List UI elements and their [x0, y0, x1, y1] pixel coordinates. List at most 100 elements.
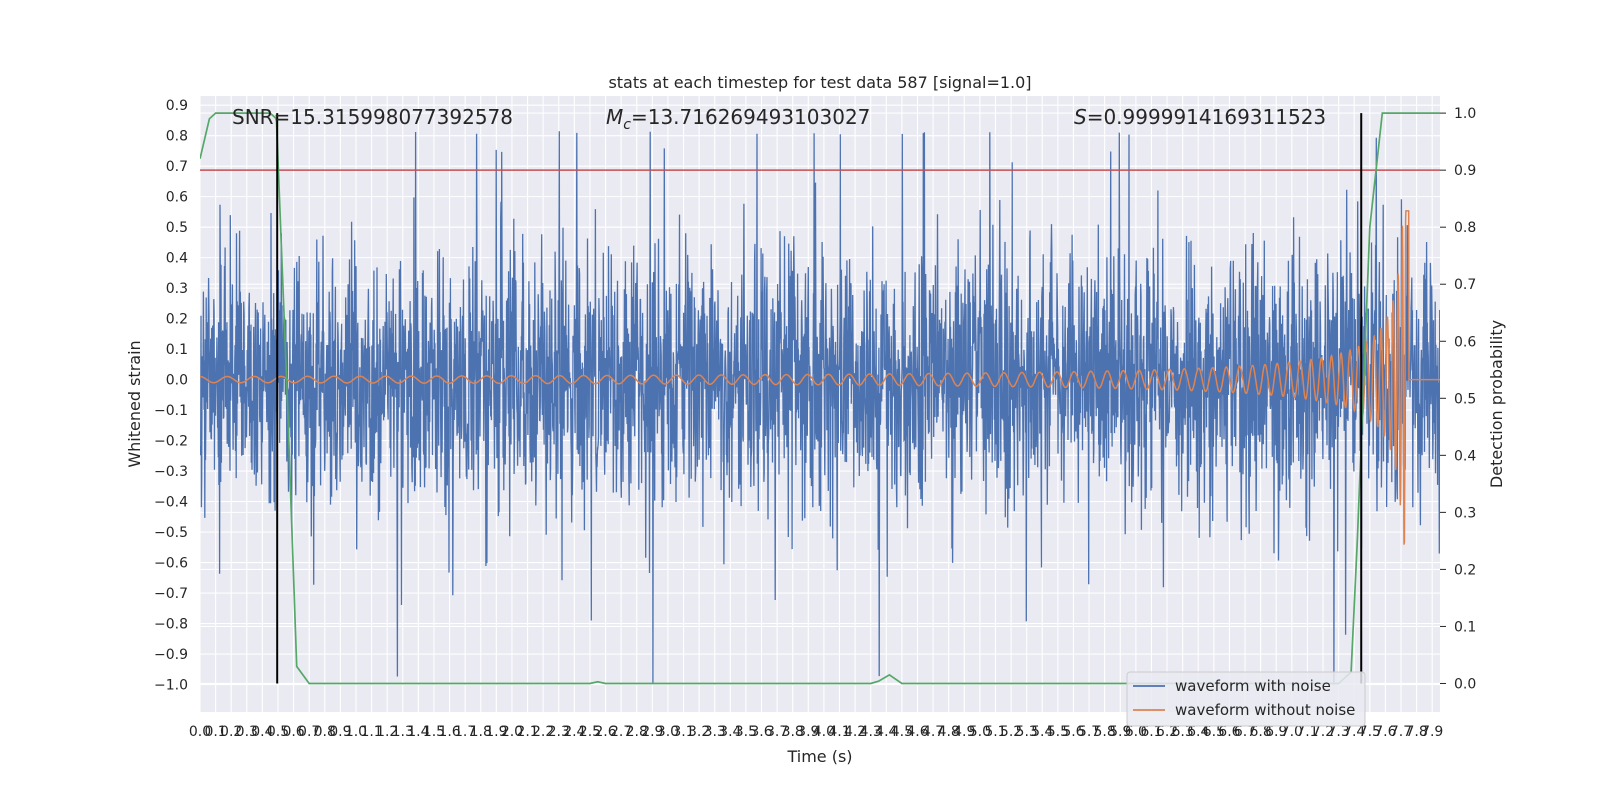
x-tick-label: 2.9: [641, 724, 663, 740]
y2-tick-label: 0.4: [1454, 448, 1476, 464]
detection-probability-line: [200, 112, 1440, 685]
x-tick-label: 7.4: [1343, 724, 1365, 740]
x-tick-label: 5.3: [1016, 724, 1038, 740]
y2-tick-label: 0.2: [1454, 562, 1476, 578]
y-tick-label: 0.8: [166, 129, 188, 145]
x-tick-label: 2.8: [626, 724, 648, 740]
y2-tick-label: 0.6: [1454, 334, 1476, 350]
x-tick-label: 5.5: [1047, 724, 1069, 740]
y2-tick-label: 0.9: [1454, 163, 1476, 179]
x-tick-label: 1.6: [438, 724, 460, 740]
x-tick-label: 6.8: [1249, 724, 1271, 740]
x-tick-label: 4.3: [860, 724, 882, 740]
x-tick-label: 4.6: [906, 724, 928, 740]
x-tick-label: 3.4: [719, 724, 741, 740]
x-tick-label: 5.0: [969, 724, 991, 740]
x-tick-label: 5.1: [984, 724, 1006, 740]
x-tick-label: 3.1: [672, 724, 694, 740]
x-tick-label: 2.1: [516, 724, 538, 740]
y-tick-label: 0.9: [166, 98, 188, 114]
x-tick-label: 6.2: [1156, 724, 1178, 740]
y-tick-label: 0.0: [166, 373, 188, 389]
y-tick-label: 0.6: [166, 190, 188, 206]
y-tick-label: −0.5: [154, 525, 188, 541]
x-tick-label: 2.4: [563, 724, 585, 740]
x-tick-label: 5.6: [1062, 724, 1084, 740]
x-tick-label: 3.2: [688, 724, 710, 740]
chirp-mass-annotation: Mc=13.716269493103027: [606, 105, 870, 133]
y2-tick-label: 0.5: [1454, 391, 1476, 407]
y-tick-label: 0.2: [166, 312, 188, 328]
x-tick-label: 4.0: [813, 724, 835, 740]
x-tick-label: 0.9: [329, 724, 351, 740]
x-tick-label: 0.0: [189, 724, 211, 740]
x-tick-label: 3.0: [657, 724, 679, 740]
x-tick-label: 5.7: [1078, 724, 1100, 740]
y-tick-label: 0.1: [166, 342, 188, 358]
x-tick-label: 6.3: [1172, 724, 1194, 740]
x-tick-label: 0.1: [204, 724, 226, 740]
x-tick-label: 3.9: [797, 724, 819, 740]
y2-tick-label: 0.7: [1454, 277, 1476, 293]
y-axis-label: Whitened strain: [125, 340, 144, 467]
x-tick-label: 4.1: [828, 724, 850, 740]
x-tick-label: 4.8: [938, 724, 960, 740]
x-tick-label: 6.6: [1218, 724, 1240, 740]
x-tick-label: 5.9: [1109, 724, 1131, 740]
x-tick-label: 6.1: [1140, 724, 1162, 740]
y-tick-label: 0.5: [166, 220, 188, 236]
x-tick-label: 0.7: [298, 724, 320, 740]
x-tick-label: 1.4: [407, 724, 429, 740]
x-tick-label: 4.9: [953, 724, 975, 740]
y-tick-label: 0.7: [166, 159, 188, 175]
x-tick-label: 2.6: [594, 724, 616, 740]
waveform-with-noise-line: [200, 131, 1440, 685]
x-tick-label: 7.7: [1390, 724, 1412, 740]
x-tick-label: 2.5: [579, 724, 601, 740]
y2-tick-label: 0.0: [1454, 676, 1476, 692]
x-tick-label: 6.9: [1265, 724, 1287, 740]
detection-markers: [276, 113, 1363, 684]
y-tick-label: −1.0: [154, 678, 188, 694]
x-tick-label: 1.2: [376, 724, 398, 740]
x-tick-label: 7.6: [1374, 724, 1396, 740]
x-tick-label: 0.2: [220, 724, 242, 740]
x-tick-label: 2.3: [548, 724, 570, 740]
x-tick-label: 6.5: [1203, 724, 1225, 740]
legend-label-noise: waveform with noise: [1175, 677, 1331, 695]
x-tick-label: 1.9: [485, 724, 507, 740]
x-tick-label: 0.6: [282, 724, 304, 740]
x-tick-label: 0.5: [267, 724, 289, 740]
significance-annotation: S=0.9999914169311523: [1074, 105, 1326, 129]
x-tick-label: 4.7: [922, 724, 944, 740]
x-tick-label: 4.2: [844, 724, 866, 740]
x-tick-label: 5.8: [1094, 724, 1116, 740]
y-tick-label: −0.4: [154, 495, 188, 511]
legend-box: [1126, 671, 1366, 727]
x-tick-label: 1.5: [423, 724, 445, 740]
x-tick-label: 3.6: [750, 724, 772, 740]
y-tick-label: 0.3: [166, 281, 188, 297]
x-tick-label: 2.7: [610, 724, 632, 740]
chart-title: stats at each timestep for test data 587…: [608, 73, 1031, 92]
x-tick-label: 6.4: [1187, 724, 1209, 740]
x-tick-label: 7.5: [1359, 724, 1381, 740]
x-tick-label: 1.3: [392, 724, 414, 740]
x-tick-label: 5.2: [1000, 724, 1022, 740]
legend: waveform with noise waveform without noi…: [1126, 671, 1366, 727]
x-tick-label: 6.7: [1234, 724, 1256, 740]
x-tick-label: 6.0: [1125, 724, 1147, 740]
x-tick-label: 3.3: [704, 724, 726, 740]
x-tick-label: 3.5: [735, 724, 757, 740]
x-tick-label: 7.8: [1405, 724, 1427, 740]
y-tick-label: −0.6: [154, 556, 188, 572]
waveform-without-noise-line: [200, 210, 1440, 545]
y-tick-label: 0.4: [166, 251, 188, 267]
x-tick-label: 0.4: [251, 724, 273, 740]
x-tick-label: 0.8: [314, 724, 336, 740]
y-tick-label: −0.2: [154, 434, 188, 450]
x-tick-label: 2.0: [501, 724, 523, 740]
x-tick-label: 7.3: [1327, 724, 1349, 740]
